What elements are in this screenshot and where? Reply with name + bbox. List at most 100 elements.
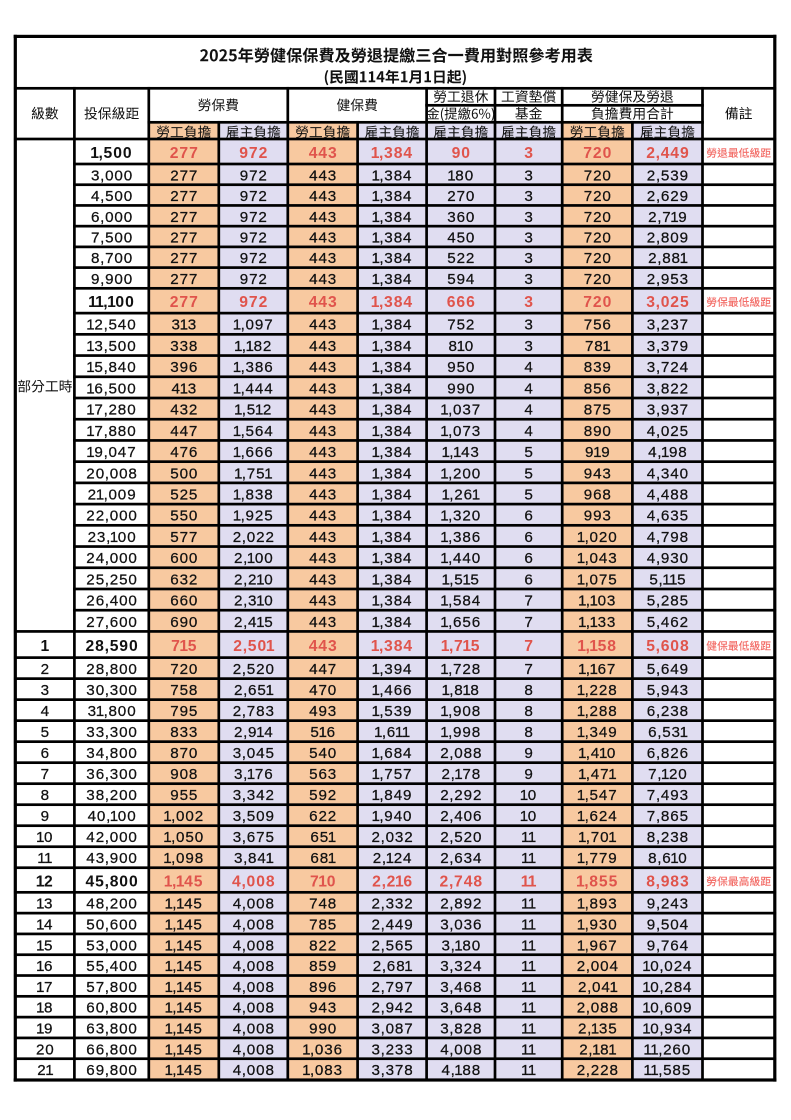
svg-text:6: 6	[524, 529, 532, 546]
svg-text:338: 338	[170, 338, 197, 355]
svg-text:270: 270	[447, 188, 474, 205]
svg-text:15: 15	[36, 937, 52, 954]
svg-text:6,000: 6,000	[91, 209, 132, 226]
svg-text:2,178: 2,178	[442, 766, 481, 783]
svg-text:500: 500	[170, 465, 197, 482]
svg-text:2,681: 2,681	[373, 958, 413, 975]
svg-text:48,200: 48,200	[86, 896, 137, 913]
svg-text:1,466: 1,466	[372, 682, 412, 699]
svg-text:3,822: 3,822	[647, 380, 688, 397]
svg-text:1,656: 1,656	[440, 614, 480, 631]
svg-text:11: 11	[521, 1062, 536, 1079]
svg-text:1,384: 1,384	[371, 294, 413, 311]
svg-text:443: 443	[309, 638, 337, 655]
svg-text:180: 180	[447, 167, 473, 184]
svg-text:443: 443	[309, 465, 336, 482]
svg-text:1,200: 1,200	[440, 465, 480, 482]
svg-text:3,379: 3,379	[647, 338, 688, 355]
svg-text:1,083: 1,083	[302, 1062, 342, 1079]
svg-text:990: 990	[309, 1021, 336, 1038]
svg-text:795: 795	[170, 703, 197, 720]
svg-text:3,045: 3,045	[233, 745, 274, 762]
svg-text:6: 6	[524, 550, 532, 567]
svg-text:972: 972	[239, 145, 267, 162]
svg-text:1,384: 1,384	[371, 638, 413, 655]
svg-text:748: 748	[309, 896, 336, 913]
svg-text:443: 443	[309, 294, 337, 311]
svg-text:4,008: 4,008	[440, 1041, 481, 1058]
svg-text:972: 972	[240, 250, 267, 267]
svg-text:1,167: 1,167	[578, 661, 615, 678]
svg-text:1,512: 1,512	[234, 402, 271, 419]
svg-text:3,468: 3,468	[440, 979, 481, 996]
svg-text:4,500: 4,500	[91, 188, 132, 205]
svg-text:4,635: 4,635	[647, 508, 688, 525]
svg-text:1,584: 1,584	[440, 593, 480, 610]
svg-text:443: 443	[309, 145, 337, 162]
svg-text:7: 7	[41, 766, 49, 783]
svg-text:1,855: 1,855	[576, 873, 618, 890]
svg-text:1,611: 1,611	[374, 724, 410, 741]
svg-text:53,000: 53,000	[86, 937, 137, 954]
svg-text:1,684: 1,684	[372, 745, 412, 762]
svg-text:4: 4	[524, 359, 532, 376]
svg-text:11: 11	[521, 958, 536, 975]
svg-text:943: 943	[309, 1000, 336, 1017]
svg-text:715: 715	[171, 638, 197, 655]
svg-text:2,783: 2,783	[233, 703, 274, 720]
svg-text:11: 11	[521, 1021, 536, 1038]
svg-text:1,020: 1,020	[577, 529, 617, 546]
svg-text:1,384: 1,384	[372, 250, 412, 267]
svg-text:11: 11	[521, 850, 536, 867]
svg-text:5,285: 5,285	[647, 593, 688, 610]
svg-text:2,292: 2,292	[440, 787, 481, 804]
svg-text:8,700: 8,700	[91, 250, 132, 267]
svg-text:2,539: 2,539	[647, 167, 688, 184]
svg-text:600: 600	[170, 550, 197, 567]
svg-text:3,233: 3,233	[372, 1041, 413, 1058]
svg-text:1,751: 1,751	[234, 465, 273, 482]
svg-text:9,504: 9,504	[647, 917, 688, 934]
svg-text:3: 3	[524, 167, 532, 184]
svg-text:2,216: 2,216	[372, 873, 412, 890]
svg-text:1,384: 1,384	[372, 614, 412, 631]
svg-text:40,100: 40,100	[88, 808, 136, 825]
svg-text:11,100: 11,100	[88, 294, 134, 311]
svg-text:2,415: 2,415	[234, 614, 273, 631]
svg-text:2,914: 2,914	[234, 724, 273, 741]
svg-text:443: 443	[309, 571, 336, 588]
svg-text:26,400: 26,400	[86, 593, 137, 610]
svg-text:443: 443	[309, 230, 336, 247]
svg-text:3: 3	[524, 145, 533, 162]
svg-text:277: 277	[170, 294, 198, 311]
svg-text:1,384: 1,384	[372, 550, 412, 567]
svg-text:720: 720	[583, 145, 611, 162]
svg-text:3,342: 3,342	[233, 787, 274, 804]
svg-text:943: 943	[584, 465, 611, 482]
svg-text:28,590: 28,590	[86, 638, 139, 655]
svg-text:5: 5	[524, 444, 532, 461]
svg-text:720: 720	[584, 230, 611, 247]
svg-text:447: 447	[309, 661, 336, 678]
svg-text:1,547: 1,547	[577, 787, 617, 804]
svg-text:5,115: 5,115	[649, 571, 685, 588]
svg-text:4,008: 4,008	[233, 917, 274, 934]
svg-text:3: 3	[524, 250, 532, 267]
svg-text:2,748: 2,748	[440, 873, 483, 890]
svg-text:972: 972	[240, 167, 267, 184]
svg-text:6,238: 6,238	[647, 703, 688, 720]
svg-text:870: 870	[170, 745, 197, 762]
svg-text:1,002: 1,002	[163, 808, 203, 825]
svg-text:5: 5	[524, 465, 532, 482]
svg-text:577: 577	[170, 529, 197, 546]
svg-text:443: 443	[309, 250, 336, 267]
svg-text:16: 16	[36, 958, 52, 975]
svg-text:2,629: 2,629	[647, 188, 688, 205]
svg-text:5,943: 5,943	[647, 682, 688, 699]
svg-text:11,585: 11,585	[643, 1062, 690, 1079]
svg-text:9: 9	[524, 766, 532, 783]
svg-text:3: 3	[524, 294, 533, 311]
svg-text:1,444: 1,444	[233, 380, 273, 397]
svg-text:2,953: 2,953	[647, 271, 688, 288]
svg-text:277: 277	[170, 145, 198, 162]
